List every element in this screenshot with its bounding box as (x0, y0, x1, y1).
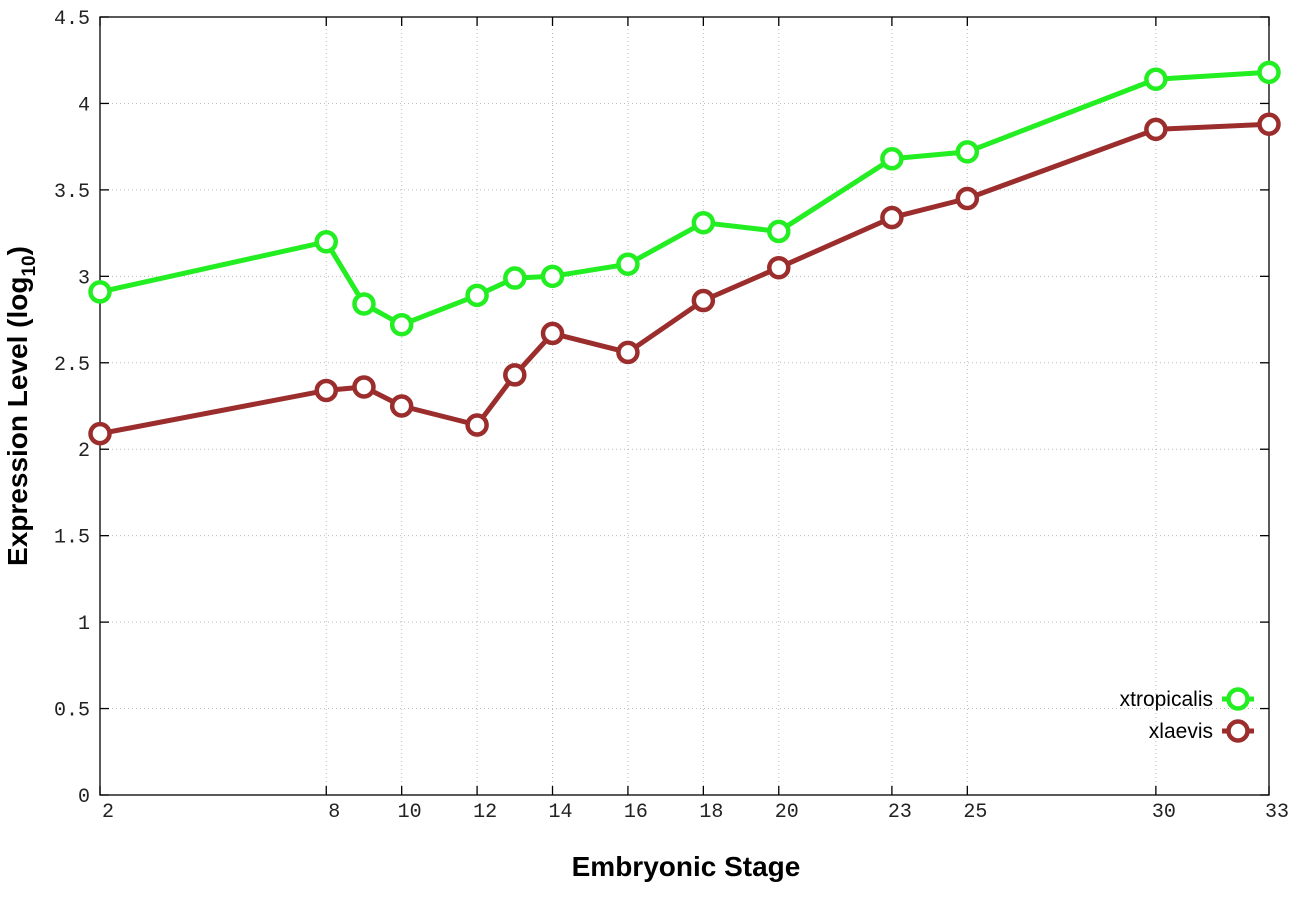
data-point-xtropicalis (465, 283, 489, 308)
data-point-xtropicalis (616, 252, 640, 276)
data-point-xlaevis (1144, 117, 1168, 142)
data-point-xtropicalis (1144, 67, 1168, 91)
data-point-xlaevis (955, 186, 980, 211)
data-point-xlaevis (691, 288, 716, 313)
y-axis-title-main: Expression Level (log (2, 277, 33, 566)
y-tick-label: 3 (78, 267, 90, 290)
series-lines (88, 60, 1281, 446)
x-tick-label: 10 (398, 801, 422, 824)
y-tick-label: 0.5 (54, 700, 90, 723)
data-point-xlaevis (503, 363, 527, 387)
legend-swatch-marker-xlaevis (1226, 719, 1250, 743)
data-point-xlaevis (389, 394, 414, 418)
y-axis-title-subscript: 10 (19, 255, 40, 276)
y-tick-label: 3.5 (54, 181, 90, 204)
x-tick-label: 18 (699, 801, 723, 824)
x-tick-label: 20 (775, 801, 799, 824)
data-point-xtropicalis (691, 210, 716, 235)
data-point-xtropicalis (389, 312, 414, 337)
data-point-xtropicalis (767, 219, 791, 244)
y-tick-label: 0 (78, 786, 90, 809)
y-tick-label: 2.5 (54, 354, 90, 377)
data-point-xlaevis (767, 255, 791, 280)
data-point-xlaevis (352, 375, 376, 399)
series-line-xtropicalis (99, 69, 1270, 328)
legend-swatch-marker-xtropicalis (1226, 687, 1250, 711)
y-tick-label: 1.5 (54, 527, 90, 550)
x-tick-label: 23 (888, 801, 912, 824)
data-point-xlaevis (88, 421, 112, 446)
x-tick-label: 12 (473, 801, 497, 824)
y-tick-label: 2 (78, 440, 90, 463)
x-tick-label: 25 (963, 801, 987, 824)
y-axis-title: Expression Level (log10) (2, 246, 40, 566)
legend-label-xlaevis: xlaevis (1149, 720, 1213, 743)
legend-label-xtropicalis: xtropicalis (1120, 688, 1213, 711)
data-point-xtropicalis (540, 264, 565, 289)
data-point-xtropicalis (314, 230, 339, 254)
x-tick-label: 8 (328, 801, 340, 824)
y-tick-label: 4 (78, 94, 90, 117)
data-point-xtropicalis (88, 280, 112, 304)
series-line-xlaevis (99, 121, 1270, 437)
data-point-xtropicalis (352, 292, 376, 316)
x-axis-title: Embryonic Stage (572, 851, 801, 882)
axis-ticks: 0 0.5 1 1.5 2 2.5 3 3.5 4 4.5 2 8 10 12 14 16 18 20 23 25 30… (54, 8, 1289, 824)
x-tick-label: 2 (102, 801, 114, 824)
plot-frame (99, 16, 1270, 796)
data-point-xtropicalis (1257, 60, 1281, 85)
x-tick-label: 16 (624, 801, 648, 824)
data-point-xtropicalis (955, 140, 980, 164)
x-tick-label: 33 (1265, 801, 1289, 824)
data-point-xtropicalis (880, 147, 904, 171)
x-tick-label: 30 (1152, 801, 1176, 824)
data-point-xlaevis (880, 205, 904, 230)
data-point-xlaevis (314, 378, 339, 403)
data-point-xlaevis (540, 321, 565, 346)
legend: xtropicalis xlaevis (1120, 687, 1254, 743)
grid-lines (100, 17, 1269, 795)
data-point-xlaevis (465, 413, 489, 437)
y-tick-label: 1 (78, 613, 90, 636)
y-axis-title-close: ) (2, 246, 33, 255)
x-tick-label: 14 (549, 801, 573, 824)
data-point-xlaevis (1257, 112, 1281, 136)
data-point-xtropicalis (503, 266, 527, 290)
y-tick-label: 4.5 (54, 8, 90, 31)
data-point-xlaevis (616, 340, 640, 365)
